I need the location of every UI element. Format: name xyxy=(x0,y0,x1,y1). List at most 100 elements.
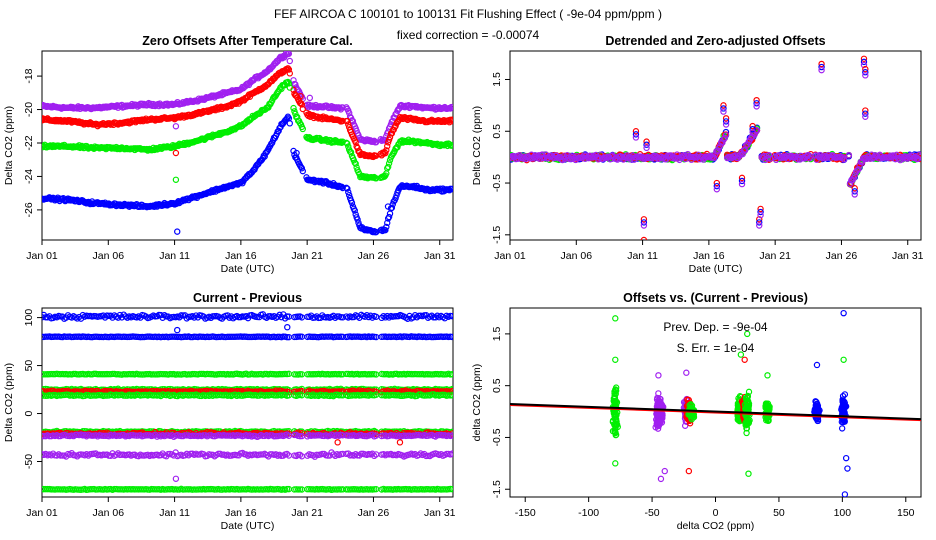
series-point-blue xyxy=(351,207,358,214)
spike-point xyxy=(640,216,648,223)
spike-point xyxy=(632,131,640,138)
spike-point xyxy=(818,63,825,71)
spike-point xyxy=(749,122,756,130)
x-tick-label: Jan 11 xyxy=(159,507,190,519)
outlier-point xyxy=(172,149,180,157)
plots-group: Zero Offsets After Temperature Cal.Jan 0… xyxy=(3,34,924,532)
outlier-point xyxy=(174,228,181,235)
series-point-blue xyxy=(382,226,389,234)
x-tick-label: Jan 01 xyxy=(26,250,58,262)
spike-point xyxy=(862,107,869,114)
data-points xyxy=(42,51,453,236)
series-point-red xyxy=(345,121,352,128)
series-point-blue xyxy=(392,194,399,202)
spike-point xyxy=(720,105,727,112)
spike-point xyxy=(643,141,650,148)
chart-title: Detrended and Zero-adjusted Offsets xyxy=(605,34,825,48)
series-point-blue xyxy=(344,185,351,192)
series-point-green xyxy=(265,104,272,111)
detrended-point-purple xyxy=(854,167,861,174)
detrended-point-purple xyxy=(527,155,534,162)
x-tick-label: Jan 21 xyxy=(291,250,323,262)
band-point-blue xyxy=(274,313,281,320)
x-tick-label: Jan 26 xyxy=(358,507,390,519)
series-point-red xyxy=(448,118,453,125)
y-tick-label: 50 xyxy=(23,360,35,372)
series-point-blue xyxy=(390,198,397,205)
series-point-green xyxy=(290,104,297,112)
spike-point xyxy=(756,216,763,223)
series-point-blue xyxy=(345,188,352,196)
detrended-point-purple xyxy=(916,151,921,159)
x-tick-label: Jan 16 xyxy=(225,250,257,262)
spike-point xyxy=(722,121,730,128)
series-point-green xyxy=(449,142,453,149)
y-axis-label: Delta CO2 (ppm) xyxy=(3,363,15,442)
series-point-red xyxy=(381,148,388,156)
series-point-red xyxy=(344,117,351,125)
spike-point xyxy=(738,180,746,188)
spike-point xyxy=(818,60,825,68)
spike-point xyxy=(860,55,868,62)
series-point-red xyxy=(285,66,293,73)
series-point-purple xyxy=(286,57,293,65)
detrended-point-purple xyxy=(917,153,921,161)
data-points xyxy=(510,55,921,240)
series-point-blue xyxy=(345,191,353,199)
series-point-blue xyxy=(286,120,293,127)
x-tick-label: Jan 06 xyxy=(561,250,593,262)
outlier-point xyxy=(293,149,300,157)
spike-point xyxy=(720,108,727,115)
x-axis-label: Date (UTC) xyxy=(221,520,275,532)
x-axis-label: Date (UTC) xyxy=(689,263,743,275)
series-point-red xyxy=(299,105,306,113)
series-point-blue xyxy=(383,223,390,231)
detrended-point-purple xyxy=(855,166,862,173)
spike-point xyxy=(818,66,825,74)
chart-title: Current - Previous xyxy=(193,291,302,305)
plot-frame xyxy=(509,50,922,241)
spike-point xyxy=(722,115,730,122)
spike-point xyxy=(862,72,869,79)
band-point-blue xyxy=(363,312,371,319)
y-tick-label: -22 xyxy=(23,135,35,150)
band-point-blue xyxy=(449,312,453,320)
spike-point xyxy=(738,174,746,182)
x-tick-label: Jan 26 xyxy=(358,250,390,262)
spike-point xyxy=(851,188,858,195)
y-axis-label: Delta CO2 (ppm) xyxy=(471,106,483,185)
detrended-point-purple xyxy=(535,152,542,159)
spike-point xyxy=(713,179,721,187)
x-tick-label: Jan 01 xyxy=(26,507,58,519)
spike-point xyxy=(632,128,640,135)
band-point-green xyxy=(449,370,453,378)
series-point-blue xyxy=(384,219,391,227)
series-point-blue xyxy=(388,204,396,211)
outlier-point xyxy=(172,123,180,130)
band-point-blue xyxy=(378,314,385,322)
spike-point xyxy=(643,138,650,145)
series-point-green xyxy=(352,160,359,167)
series-point-blue xyxy=(299,167,306,175)
figure-subheader: fixed correction = -0.00074 xyxy=(397,28,540,42)
y-tick-label: -26 xyxy=(23,202,35,217)
spike-point xyxy=(749,129,756,136)
spike-point xyxy=(640,219,648,226)
detrended-point-purple xyxy=(580,152,588,159)
spike-point xyxy=(862,113,869,120)
spike-point xyxy=(753,100,760,107)
series-point-purple xyxy=(449,104,453,111)
x-tick-label: Jan 31 xyxy=(892,250,924,262)
spike-point xyxy=(851,191,858,198)
spike-point xyxy=(753,96,760,104)
series-point-red xyxy=(382,149,389,157)
series-point-red xyxy=(352,139,359,146)
spike-point xyxy=(860,61,868,69)
spike-point xyxy=(862,69,869,76)
x-tick-label: Jan 31 xyxy=(424,507,456,519)
data-points xyxy=(42,311,453,494)
series-point-green xyxy=(299,125,306,133)
series-point-blue xyxy=(385,213,393,221)
